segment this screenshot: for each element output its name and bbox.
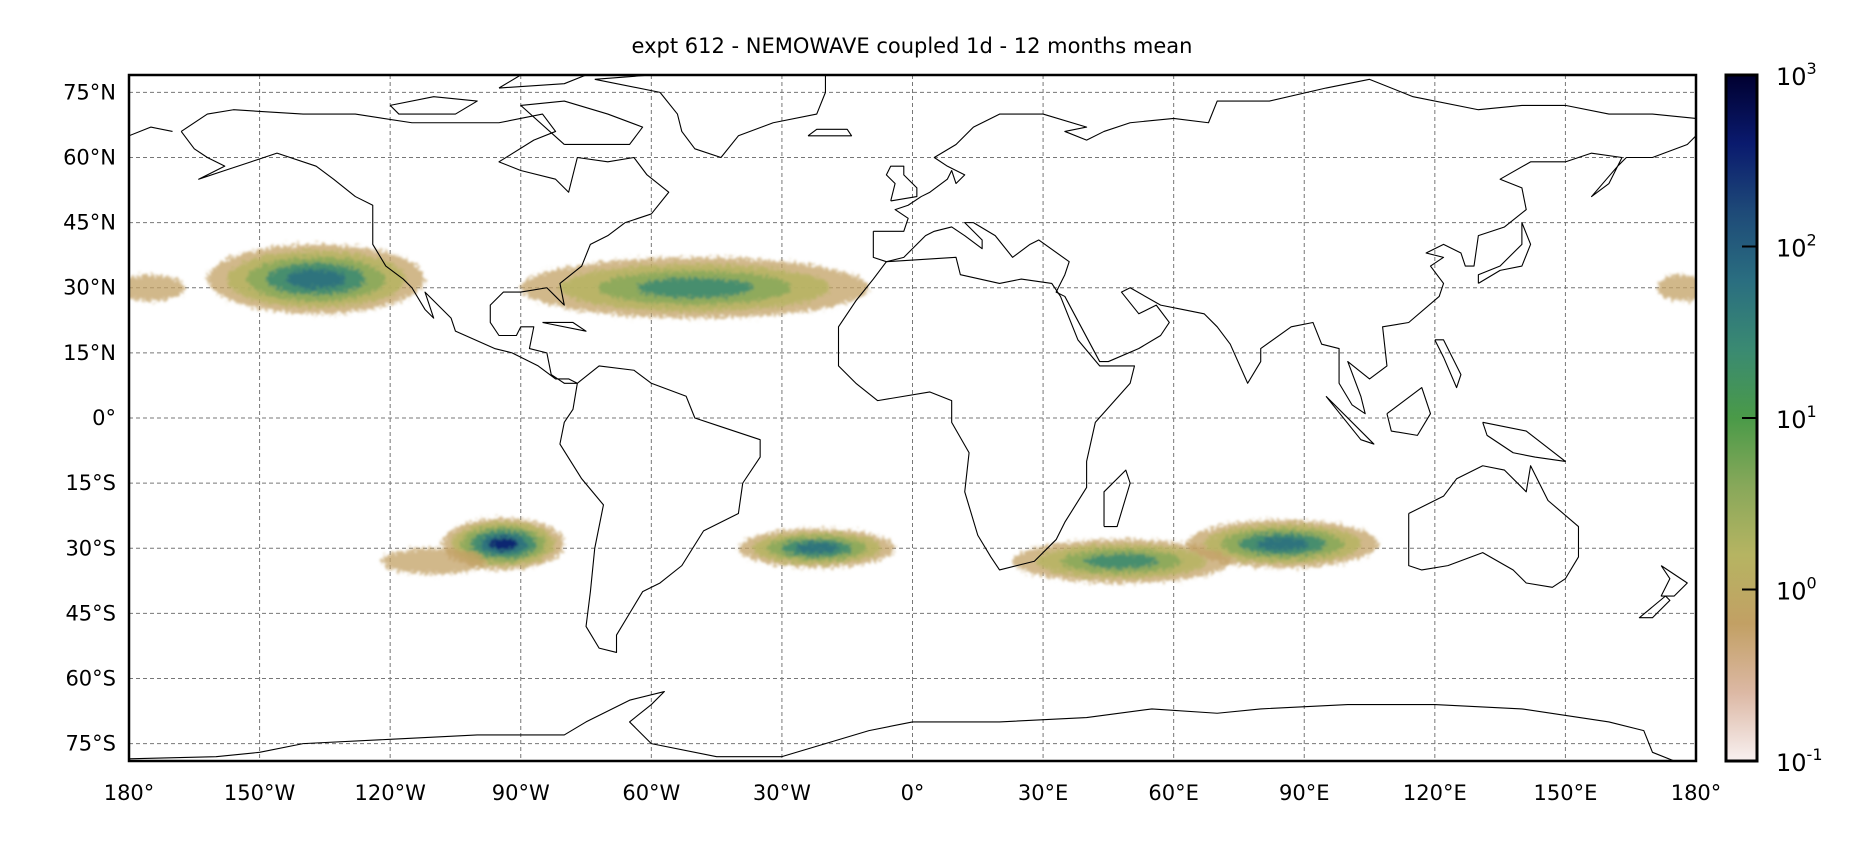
coastline [180,109,670,384]
hotspot-north-pacific [207,244,425,314]
plot-frame [127,73,1698,763]
colorbar-tick-label: 101 [1776,402,1817,434]
hotspot-north-pacific-west [1656,274,1696,301]
y-tick-label: 60°S [65,667,116,691]
colorbar-tick-label: 103 [1776,59,1817,91]
x-axis: 180° 150°W 120°W 90°W 60°W 30°W 0° 30°E 60°E 90°E… [104,781,1722,805]
y-tick-label: 45°S [65,601,116,625]
coastline [885,165,918,202]
data-contour [1256,537,1309,551]
y-tick-label: 75°N [63,80,116,104]
data-contour [795,542,839,554]
y-tick-label: 45°N [63,211,116,235]
x-tick-label: 180° [104,781,155,805]
y-tick-label: 60°N [63,145,116,169]
data-contour [286,269,346,289]
data-contour [1085,554,1158,569]
data-contour [381,548,486,575]
coastline [129,690,1675,761]
y-tick-label: 15°S [65,471,116,495]
hotspot-south-indian-east [1186,520,1379,568]
coastline [594,75,826,159]
x-tick-label: 120°W [354,781,426,805]
data-field [129,244,1696,583]
coastline [559,365,761,654]
hotspot-south-pacific [442,517,565,570]
y-tick-label: 15°N [63,341,116,365]
coastline [1434,339,1462,389]
colorbar-tick-label: 10-1 [1776,745,1823,777]
y-tick-label: 75°S [65,732,116,756]
x-tick-label: 150°W [224,781,296,805]
x-tick-label: 30°E [1018,781,1069,805]
x-tick-label: 90°W [492,781,550,805]
coastline [1386,387,1432,436]
x-tick-label: 60°W [622,781,680,805]
x-tick-label: 0° [901,781,925,805]
coastline [1103,469,1131,528]
hotspot-north-pacific-dateline [129,274,186,301]
coastline [389,96,478,115]
coastline [1638,595,1671,619]
coastline [542,321,587,332]
coastline [1660,565,1688,597]
coastline [129,126,173,137]
data-contour [489,537,518,550]
chart-title: expt 612 - NEMOWAVE coupled 1d - 12 mont… [632,34,1193,58]
hotspot-south-atlantic [738,528,896,568]
data-contour [636,277,753,298]
gridlines [129,75,1696,761]
coastline [498,75,587,89]
coastline [807,128,853,137]
x-tick-label: 150°E [1533,781,1597,805]
colorbar-tick-label: 100 [1776,574,1817,606]
y-tick-label: 0° [92,406,116,430]
x-tick-label: 30°W [753,781,811,805]
coastline [1325,395,1375,445]
colorbar-axis: 103 102 101 100 10-1 [1742,59,1823,777]
coastline [1482,421,1566,462]
hotspot-south-pacific-tail [381,548,486,575]
x-tick-label: 60°E [1148,781,1199,805]
coastline [1408,465,1580,588]
coastline [837,256,1136,571]
x-tick-label: 120°E [1403,781,1467,805]
coastline [872,78,1696,415]
x-tick-label: 90°E [1279,781,1330,805]
coastline [520,100,644,146]
y-tick-label: 30°N [63,276,116,300]
coastlines [129,75,1696,761]
data-contour [129,274,186,301]
hotspot-south-indian-west [1012,539,1231,583]
coastline [1477,222,1532,284]
y-tick-label: 30°S [65,536,116,560]
y-axis: 75°N 60°N 45°N 30°N 15°N 0° 15°S 30°S 45°S 60°S 75… [63,80,116,755]
hotspot-north-atlantic [520,257,869,319]
colorbar-tick-label: 102 [1776,231,1817,263]
x-tick-label: 180° [1671,781,1722,805]
data-contour [1656,274,1696,301]
